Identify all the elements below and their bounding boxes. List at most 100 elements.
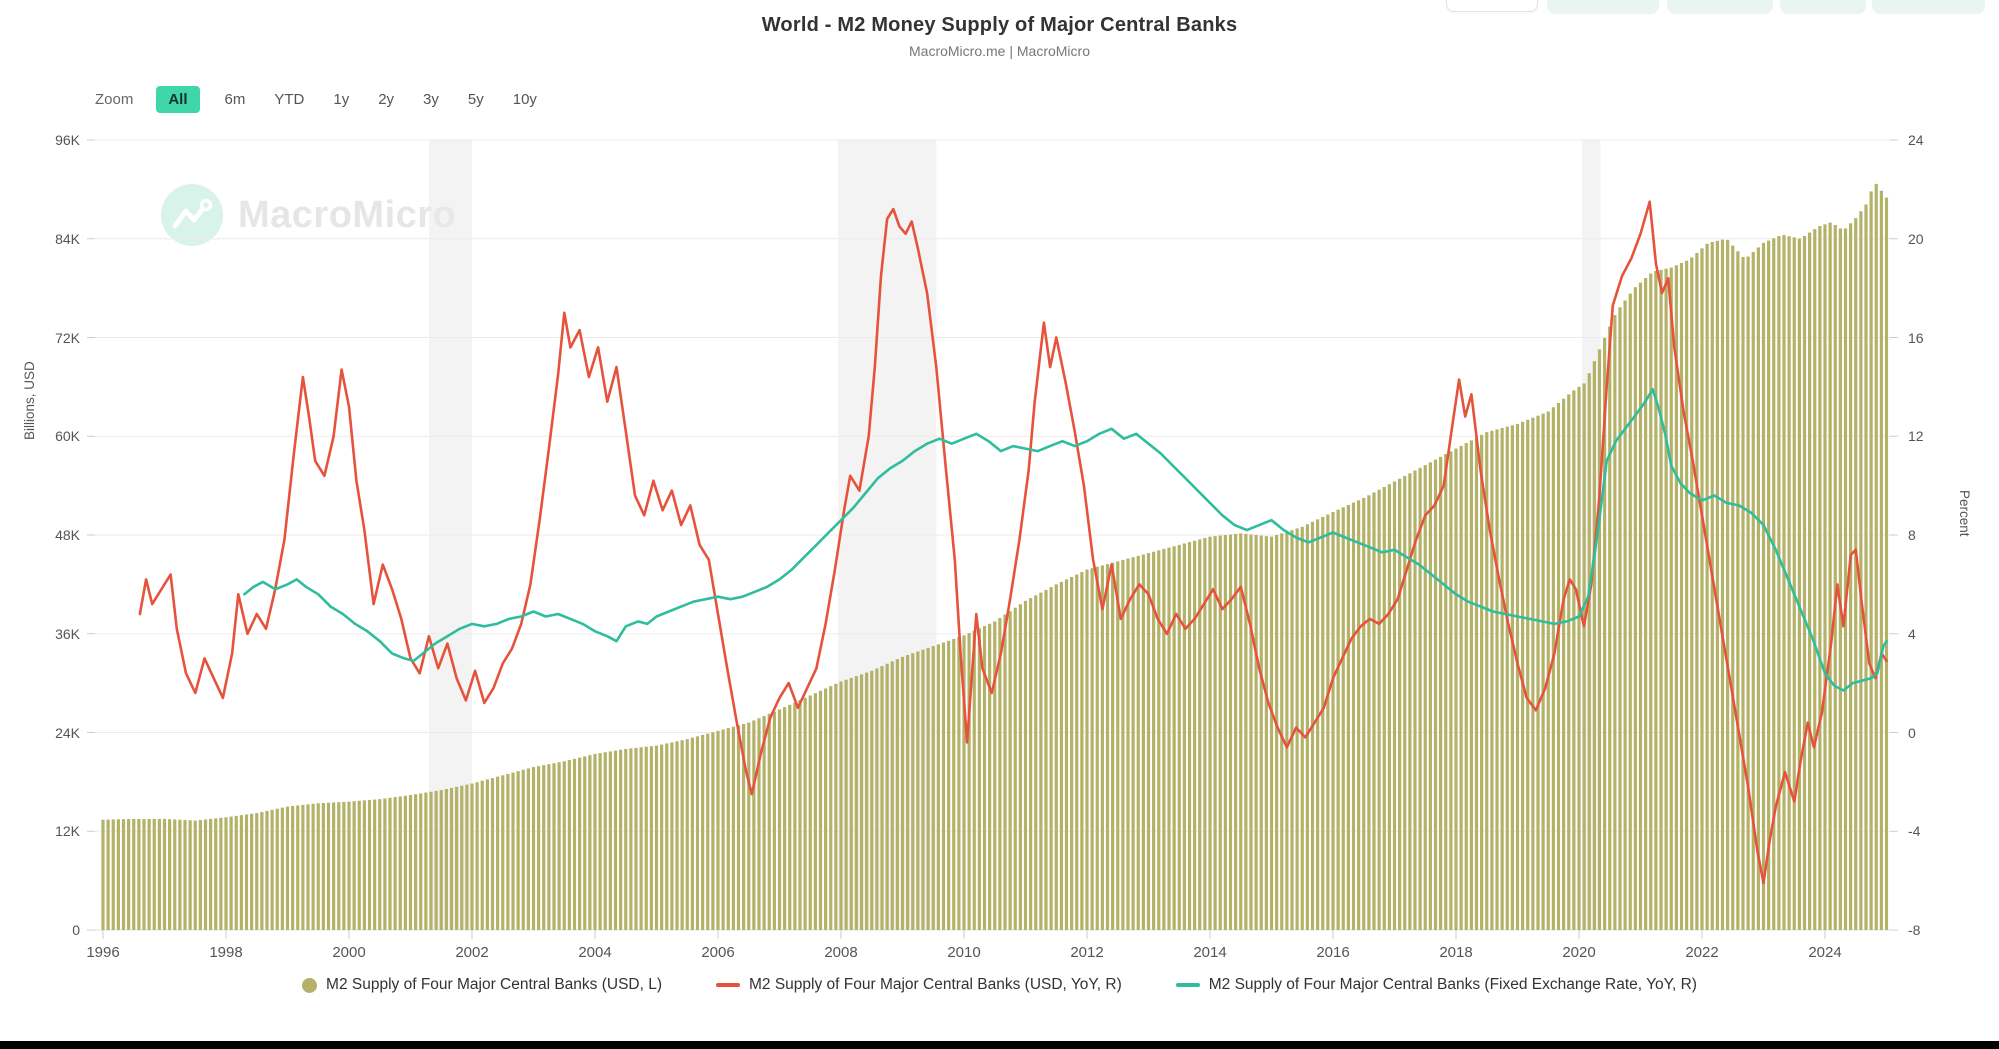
legend-item-2[interactable]: M2 Supply of Four Major Central Banks (F… xyxy=(1175,976,1697,994)
m2-bar xyxy=(1075,574,1079,930)
m2-bar xyxy=(562,761,566,930)
m2-bar xyxy=(470,783,474,930)
m2-bar xyxy=(1818,226,1822,931)
m2-bar xyxy=(772,711,776,930)
zoom-label: Zoom xyxy=(95,91,134,108)
m2-bar xyxy=(162,818,167,930)
m2-bar xyxy=(1792,237,1796,930)
range-button-1y[interactable]: 1y xyxy=(329,86,353,113)
m2-bar xyxy=(695,736,700,930)
m2-bar xyxy=(157,818,161,930)
m2-bar xyxy=(1269,536,1274,930)
m2-bar xyxy=(1802,236,1807,930)
m2-bar xyxy=(1208,536,1212,930)
m2-bar xyxy=(813,693,817,930)
m2-bar xyxy=(762,716,766,930)
m2-bar xyxy=(1500,428,1504,930)
range-button-6m[interactable]: 6m xyxy=(221,86,250,113)
chart-action-button-1[interactable] xyxy=(1547,0,1659,14)
m2-bar xyxy=(414,794,418,930)
m2-bar xyxy=(1741,257,1745,930)
m2-bar xyxy=(957,637,961,930)
m2-bar xyxy=(1510,425,1514,930)
chart-action-button-4[interactable] xyxy=(1872,0,1985,14)
m2-bar xyxy=(1659,269,1663,930)
m2-bar xyxy=(608,751,612,930)
m2-bar xyxy=(296,805,300,930)
m2-bar xyxy=(1070,576,1074,930)
m2-bar xyxy=(531,767,536,930)
m2-bar xyxy=(547,764,551,930)
m2-bar xyxy=(1618,307,1622,930)
m2-bar xyxy=(301,804,305,930)
y-tick-label-right: 0 xyxy=(1908,724,1916,741)
y-tick-label-right: 16 xyxy=(1908,329,1924,346)
y-tick-label-left: 84K xyxy=(55,230,80,247)
m2-bar xyxy=(362,800,366,930)
m2-bar xyxy=(347,801,351,930)
m2-bar xyxy=(1726,239,1730,930)
y-tick-label-left: 60K xyxy=(55,428,80,445)
m2-bar xyxy=(1823,224,1827,931)
m2-bar xyxy=(1126,558,1130,930)
m2-bar xyxy=(1577,386,1581,930)
m2-bar xyxy=(1695,252,1699,930)
m2-bar xyxy=(250,813,254,930)
range-button-ytd[interactable]: YTD xyxy=(270,86,308,113)
m2-bar xyxy=(757,718,761,930)
m2-bar xyxy=(1521,421,1525,930)
chart-action-button-2[interactable] xyxy=(1667,0,1773,14)
m2-bar xyxy=(1464,443,1468,930)
x-tick-label: 2016 xyxy=(1316,944,1350,961)
m2-bar xyxy=(1254,535,1258,930)
m2-bar xyxy=(1515,423,1520,930)
legend-item-0[interactable]: M2 Supply of Four Major Central Banks (U… xyxy=(302,976,662,994)
m2-bar xyxy=(1157,550,1161,930)
range-button-2y[interactable]: 2y xyxy=(374,86,398,113)
m2-bar xyxy=(239,815,243,930)
m2-bar xyxy=(1572,390,1576,930)
m2-bar xyxy=(1767,240,1771,930)
y-tick-label-left: 96K xyxy=(55,132,80,148)
m2-bar xyxy=(911,653,915,930)
m2-bar xyxy=(1146,553,1151,930)
m2-bar xyxy=(224,817,228,930)
m2-bar xyxy=(127,819,131,930)
range-button-all[interactable]: All xyxy=(156,86,200,113)
legend-label: M2 Supply of Four Major Central Banks (U… xyxy=(326,976,662,993)
y-tick-label-right: 8 xyxy=(1908,527,1916,543)
bottom-scrollbar[interactable] xyxy=(0,1041,1999,1049)
m2-bar xyxy=(875,668,879,930)
m2-bar xyxy=(1679,262,1684,930)
chart-action-button-3[interactable] xyxy=(1780,0,1866,14)
m2-bar xyxy=(613,750,618,930)
m2-bar xyxy=(931,646,935,930)
m2-bar xyxy=(921,649,925,930)
zoom-toolbar: Zoom All 6m YTD 1y 2y 3y 5y 10y xyxy=(95,86,541,113)
m2-bar xyxy=(1490,430,1494,930)
m2-bar xyxy=(1587,373,1591,930)
range-button-3y[interactable]: 3y xyxy=(419,86,443,113)
m2-bar xyxy=(485,779,489,930)
m2-bar xyxy=(291,806,295,930)
m2-bar xyxy=(706,733,710,930)
m2-bar xyxy=(147,818,151,930)
m2-bar xyxy=(783,707,787,930)
chart-action-button-outline[interactable] xyxy=(1446,0,1538,12)
legend-item-1[interactable]: M2 Supply of Four Major Central Banks (U… xyxy=(716,976,1122,994)
m2-bar xyxy=(193,820,197,930)
x-tick-label: 2020 xyxy=(1562,944,1596,961)
x-tick-label: 2008 xyxy=(824,944,858,961)
m2-bar xyxy=(398,796,402,930)
range-button-10y[interactable]: 10y xyxy=(509,86,541,113)
m2-bar xyxy=(352,801,356,930)
m2-bar xyxy=(685,739,689,930)
m2-bar xyxy=(490,778,495,930)
m2-bar xyxy=(1603,337,1607,931)
range-button-5y[interactable]: 5y xyxy=(464,86,488,113)
m2-bar xyxy=(1228,534,1233,930)
m2-bar xyxy=(747,722,751,930)
m2-bar xyxy=(1372,492,1376,930)
m2-bar xyxy=(1064,579,1069,930)
